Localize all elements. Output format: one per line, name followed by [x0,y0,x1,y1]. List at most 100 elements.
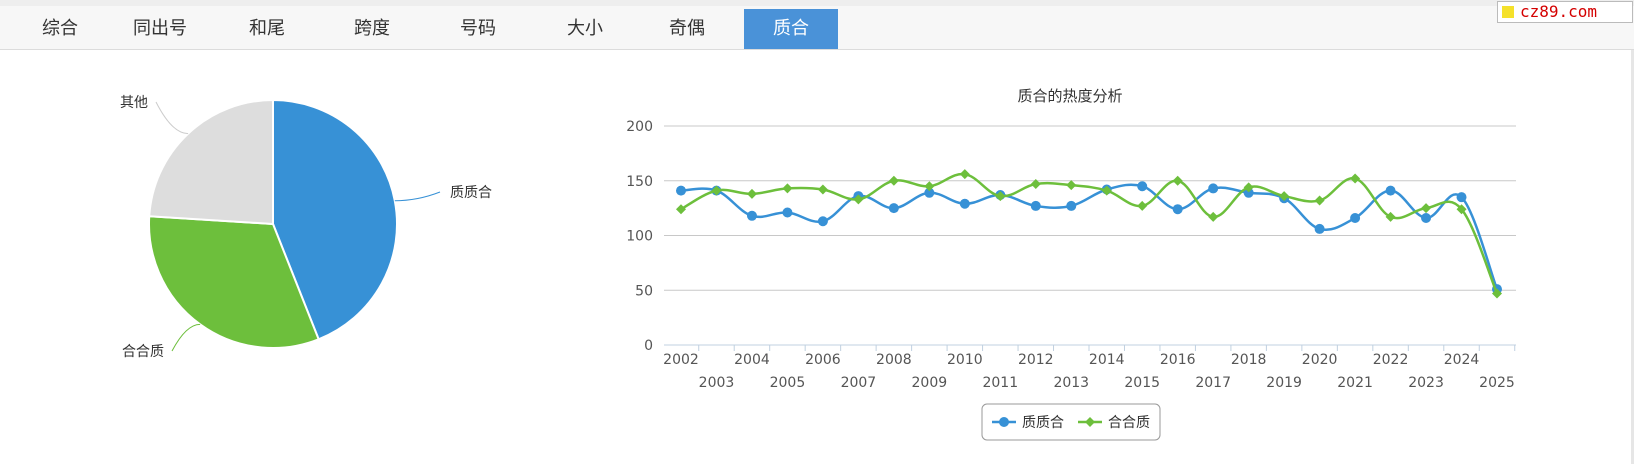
chart-legend: 质质合 合合质 [981,403,1161,441]
data-point[interactable] [1456,192,1467,203]
site-watermark: cz89.com [1497,1,1633,23]
data-point[interactable] [1243,187,1254,198]
data-point[interactable] [1101,185,1112,196]
data-point[interactable] [746,188,757,199]
data-point[interactable] [676,185,686,196]
data-point[interactable] [1172,204,1183,215]
data-point[interactable] [782,183,793,194]
data-point[interactable] [1137,181,1148,192]
tab-7[interactable]: 奇偶 [669,18,705,39]
x-tick-label: 2003 [699,375,735,391]
x-tick-label: 2010 [947,352,983,368]
data-point[interactable] [888,175,899,186]
tab-2[interactable]: 同出号 [133,18,187,39]
x-tick-label: 2002 [663,352,699,368]
data-point[interactable] [1456,204,1467,215]
x-tick-label: 2014 [1089,352,1125,368]
x-tick-label: 2005 [770,375,806,391]
y-tick-label: 100 [626,229,653,245]
series-line-2 [680,172,1499,295]
pie-connector-2 [171,323,201,352]
x-tick-label: 2008 [876,352,912,368]
data-point[interactable] [817,216,828,227]
x-tick-label: 2007 [841,375,877,391]
data-point[interactable] [1350,173,1361,184]
x-tick-label: 2021 [1337,375,1373,391]
x-tick-label: 2018 [1231,352,1267,368]
data-point[interactable] [1421,203,1432,214]
data-point[interactable] [853,194,864,205]
tab-1[interactable]: 综合 [42,18,78,39]
x-tick-label: 2020 [1302,352,1338,368]
data-point[interactable] [782,207,793,218]
x-tick-label: 2006 [805,352,841,368]
tab-8[interactable]: 质合 [744,9,838,49]
x-tick-label: 2009 [912,375,948,391]
data-point[interactable] [924,187,935,198]
data-point[interactable] [888,203,899,214]
watermark-square-icon [1502,6,1514,18]
x-tick-label: 2004 [734,352,770,368]
data-point[interactable] [1066,180,1077,191]
data-point[interactable] [817,184,828,195]
data-point[interactable] [1314,195,1325,206]
data-point[interactable] [1350,212,1361,223]
data-point[interactable] [1421,212,1432,223]
pie-label-2: 合合质 [122,344,164,360]
x-tick-label: 2017 [1195,375,1231,391]
data-point[interactable] [1066,200,1077,211]
tab-3[interactable]: 和尾 [249,18,285,39]
pie-slice-3[interactable] [148,98,274,226]
panel-border [1631,50,1634,464]
data-point[interactable] [1030,200,1041,211]
y-tick-label: 50 [635,283,653,299]
data-point[interactable] [959,198,970,209]
data-point[interactable] [924,181,935,192]
legend-marker[interactable] [999,417,1009,427]
legend-label[interactable]: 合合质 [1108,415,1150,431]
tab-5[interactable]: 号码 [460,18,496,39]
data-point[interactable] [676,204,686,215]
x-tick-label: 2022 [1373,352,1409,368]
pie-slice-1[interactable] [272,98,398,341]
data-point[interactable] [1208,211,1219,222]
line-chart: 质合的热度分析050100150200200220032004200520062… [626,87,1516,441]
y-tick-label: 150 [626,174,653,190]
x-tick-label: 2016 [1160,352,1196,368]
x-tick-label: 2015 [1124,375,1160,391]
data-point[interactable] [1030,179,1041,190]
data-point[interactable] [995,191,1006,202]
y-tick-label: 0 [644,338,653,354]
tab-6[interactable]: 大小 [567,18,603,39]
legend-marker[interactable] [1085,417,1095,427]
data-point[interactable] [1279,191,1290,202]
data-point[interactable] [959,169,970,180]
data-point[interactable] [1172,175,1183,186]
data-point[interactable] [1243,182,1254,193]
pie-label-3: 其他 [120,95,148,111]
x-tick-label: 2013 [1053,375,1089,391]
data-point[interactable] [1385,185,1396,196]
pie-connector-1 [394,191,441,202]
data-point[interactable] [1137,200,1148,211]
data-point[interactable] [746,210,757,221]
x-tick-label: 2024 [1444,352,1480,368]
watermark-text: cz89.com [1520,2,1598,21]
data-point[interactable] [711,185,722,196]
legend-label[interactable]: 质质合 [1022,415,1064,431]
pie-connector-3 [155,101,189,135]
x-tick-label: 2025 [1479,375,1515,391]
legend-box [981,403,1161,441]
data-point[interactable] [1385,211,1396,222]
y-tick-label: 200 [626,119,653,135]
pie-slice-2[interactable] [148,215,320,349]
data-point[interactable] [1314,223,1325,234]
x-tick-label: 2011 [982,375,1018,391]
data-point[interactable] [1208,183,1219,194]
data-point[interactable] [1492,288,1502,299]
tab-4[interactable]: 跨度 [354,18,390,39]
x-tick-label: 2023 [1408,375,1444,391]
x-tick-label: 2019 [1266,375,1302,391]
x-tick-label: 2012 [1018,352,1054,368]
